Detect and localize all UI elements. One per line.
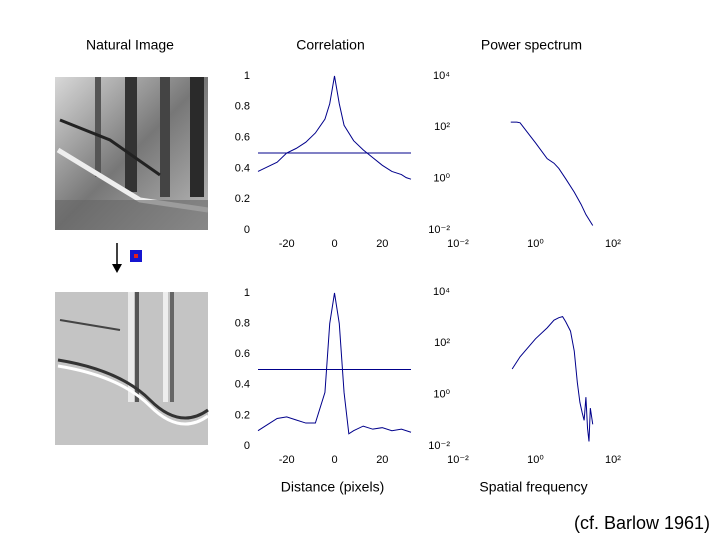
y-tick-label: 0.6 (235, 132, 250, 144)
y-tick-label: 0.6 (235, 348, 250, 360)
y-tick-label: 0.8 (235, 318, 250, 330)
data-line (510, 121, 594, 226)
data-line (511, 316, 594, 442)
x-tick-label: 20 (376, 454, 388, 466)
arrow (112, 243, 122, 273)
x-tick-label: 10⁻² (447, 238, 469, 250)
y-tick-label: 1 (244, 70, 250, 82)
data-line (257, 292, 412, 435)
x-tick-label: -20 (279, 454, 295, 466)
y-tick-label: 10⁴ (433, 70, 450, 82)
x-tick-label: 10² (605, 454, 621, 466)
filtered-image (55, 292, 209, 445)
y-tick-label: 1 (244, 287, 250, 299)
y-tick-label: 10⁰ (433, 389, 450, 401)
y-tick-label: 0.4 (235, 379, 250, 391)
y-tick-label: 0 (244, 440, 250, 452)
chart-title: Correlation (296, 37, 364, 53)
y-tick-label: 10⁻² (428, 224, 450, 236)
y-tick-label: 0.2 (235, 193, 250, 205)
x-tick-label: 0 (331, 454, 337, 466)
x-tick-label: 0 (331, 238, 337, 250)
x-tick-label: 10⁰ (527, 454, 544, 466)
filter-kernel (130, 250, 142, 262)
y-tick-label: 0.8 (235, 101, 250, 113)
x-tick-label: 10² (605, 238, 621, 250)
x-tick-label: 10⁰ (527, 238, 544, 250)
y-tick-label: 10⁴ (433, 286, 450, 298)
data-line (257, 75, 412, 180)
x-tick-label: 10⁻² (447, 454, 469, 466)
y-tick-label: 10⁰ (433, 173, 450, 185)
x-tick-label: -20 (279, 238, 295, 250)
y-tick-label: 0 (244, 224, 250, 236)
y-tick-label: 10⁻² (428, 440, 450, 452)
x-axis-label: Spatial frequency (479, 479, 587, 495)
image-title: Natural Image (86, 37, 174, 53)
citation: (cf. Barlow 1961) (574, 513, 710, 533)
natural-image (55, 77, 209, 230)
y-tick-label: 10² (434, 337, 450, 349)
x-axis-label: Distance (pixels) (281, 479, 384, 495)
y-tick-label: 0.4 (235, 162, 250, 174)
y-tick-label: 0.2 (235, 409, 250, 421)
chart-title: Power spectrum (481, 37, 582, 53)
x-tick-label: 20 (376, 238, 388, 250)
y-tick-label: 10² (434, 121, 450, 133)
